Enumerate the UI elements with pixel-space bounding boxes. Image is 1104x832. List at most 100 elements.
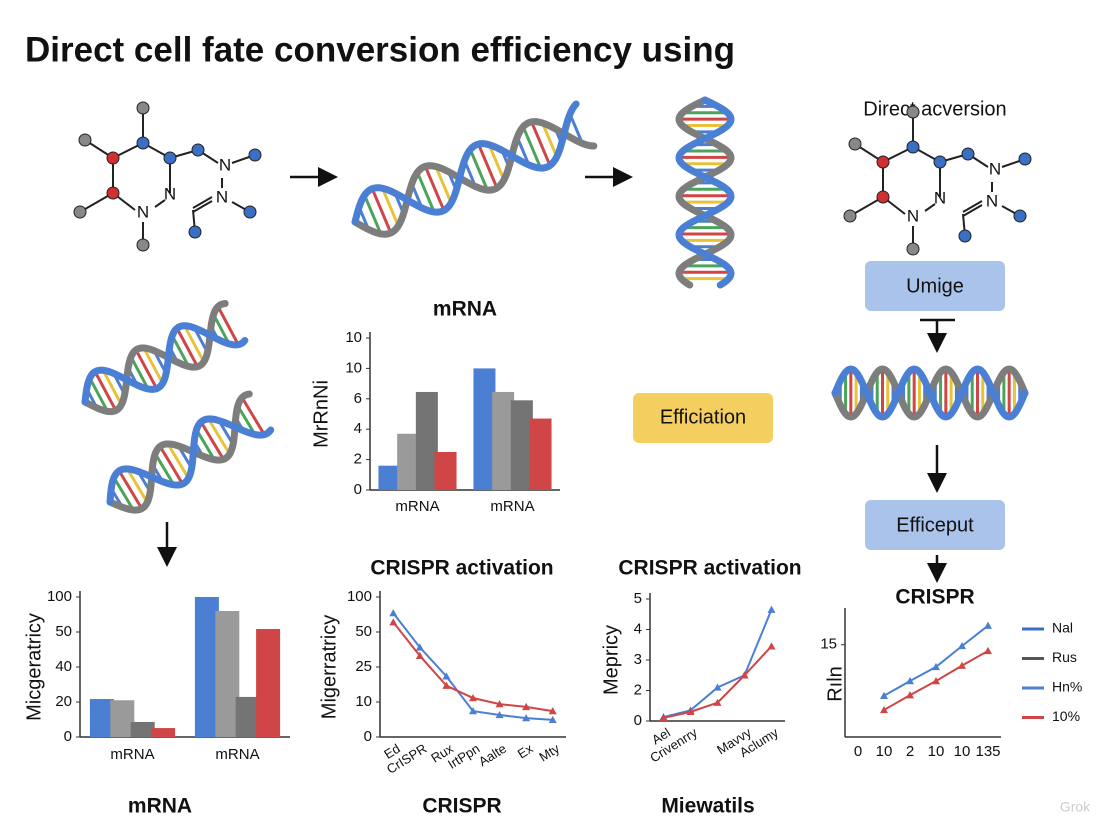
x-tick-label: 2 bbox=[906, 743, 914, 760]
dna-strand bbox=[351, 118, 598, 238]
atom-label: N bbox=[216, 187, 228, 206]
atom bbox=[876, 190, 890, 204]
y-tick-label: 15 bbox=[820, 636, 837, 653]
dna-strand bbox=[831, 365, 1029, 421]
y-tick-label: 4 bbox=[634, 620, 642, 637]
dna-rung bbox=[530, 121, 552, 167]
atom-label: N bbox=[137, 202, 149, 221]
point bbox=[932, 662, 940, 671]
x-tick-label: Ed bbox=[381, 741, 402, 762]
point bbox=[548, 707, 557, 715]
dna-rung bbox=[487, 144, 506, 181]
bond bbox=[962, 200, 983, 213]
bar bbox=[434, 452, 457, 490]
bond bbox=[192, 196, 213, 209]
series-line bbox=[663, 645, 773, 719]
dna-rung bbox=[199, 421, 225, 461]
x-tick-label: Mty bbox=[536, 740, 562, 764]
bond bbox=[192, 200, 213, 213]
arrows bbox=[157, 167, 955, 583]
bar bbox=[378, 465, 401, 490]
x-tick-label: Aalte bbox=[476, 741, 509, 769]
y-tick-label: 40 bbox=[55, 658, 72, 675]
dna-rung bbox=[112, 476, 135, 511]
atom bbox=[78, 133, 92, 147]
dna-helix bbox=[106, 390, 275, 514]
point bbox=[880, 691, 888, 699]
atom bbox=[243, 205, 257, 219]
series-line bbox=[392, 612, 553, 721]
point bbox=[740, 671, 749, 679]
dna-helix bbox=[675, 96, 735, 289]
dna-rung bbox=[134, 349, 159, 390]
point bbox=[415, 651, 424, 659]
y-tick-label: 50 bbox=[355, 623, 372, 640]
atom bbox=[1018, 152, 1032, 166]
point bbox=[713, 698, 722, 706]
bond bbox=[154, 199, 166, 208]
dna-rung bbox=[158, 445, 184, 485]
dna-rung bbox=[477, 143, 499, 189]
atom-label: N bbox=[219, 155, 231, 174]
dna-rung bbox=[117, 470, 144, 510]
box-label: Umige bbox=[906, 275, 964, 297]
chart-title: mRNA bbox=[433, 298, 497, 321]
bar bbox=[415, 391, 438, 490]
dna-rung bbox=[240, 396, 266, 436]
atom bbox=[906, 105, 920, 119]
atom bbox=[906, 242, 920, 256]
chart-title: CRISPR activation bbox=[370, 557, 553, 580]
box-label: Efficiation bbox=[660, 406, 746, 428]
legend-label: 10% bbox=[1052, 708, 1080, 724]
atom bbox=[906, 140, 920, 154]
chart: 0 2 4 6 10 10 mRNA MrRnNi mRNA mRNA bbox=[310, 298, 560, 515]
point bbox=[469, 707, 477, 715]
dna-rung bbox=[153, 452, 176, 486]
point bbox=[713, 683, 722, 691]
dna-rung bbox=[236, 405, 257, 436]
box bbox=[633, 393, 773, 443]
legend-label: Rus bbox=[1052, 649, 1077, 665]
caption: CRISPR bbox=[422, 795, 501, 818]
dna-helix bbox=[351, 100, 598, 238]
y-axis-label: Micgeratricy bbox=[23, 613, 45, 721]
bar bbox=[215, 611, 240, 737]
bond bbox=[924, 203, 936, 212]
point bbox=[958, 641, 966, 650]
dna-rung bbox=[541, 122, 559, 158]
point bbox=[906, 677, 914, 685]
bar bbox=[235, 696, 260, 737]
y-tick-label: 6 bbox=[354, 390, 362, 407]
bar bbox=[130, 721, 155, 737]
atom bbox=[106, 186, 120, 200]
y-tick-label: 50 bbox=[55, 623, 72, 640]
y-tick-label: 25 bbox=[355, 658, 372, 675]
caption: mRNA bbox=[128, 795, 192, 818]
dna-strand bbox=[675, 96, 735, 289]
y-tick-label: 100 bbox=[47, 588, 72, 605]
atom-label: N bbox=[986, 191, 998, 210]
bond bbox=[962, 204, 983, 217]
chart-title: CRISPR bbox=[895, 586, 974, 609]
atom-label: N bbox=[164, 184, 176, 203]
point bbox=[906, 691, 914, 699]
watermark: Grok bbox=[1060, 799, 1091, 815]
dna-strand bbox=[106, 415, 275, 506]
bar bbox=[473, 368, 496, 490]
point bbox=[522, 714, 531, 722]
y-tick-label: 2 bbox=[354, 451, 362, 468]
dna-rung bbox=[175, 327, 199, 368]
atom bbox=[848, 137, 862, 151]
page-title: Direct cell fate conversion efficiency u… bbox=[25, 30, 735, 69]
point bbox=[984, 621, 992, 629]
atom bbox=[191, 143, 205, 157]
point bbox=[958, 661, 966, 669]
x-tick-label: 10 bbox=[876, 743, 893, 760]
point bbox=[880, 705, 888, 714]
y-axis-label: Migerratricy bbox=[318, 615, 340, 719]
dna-rung bbox=[125, 468, 149, 504]
atom bbox=[961, 147, 975, 161]
